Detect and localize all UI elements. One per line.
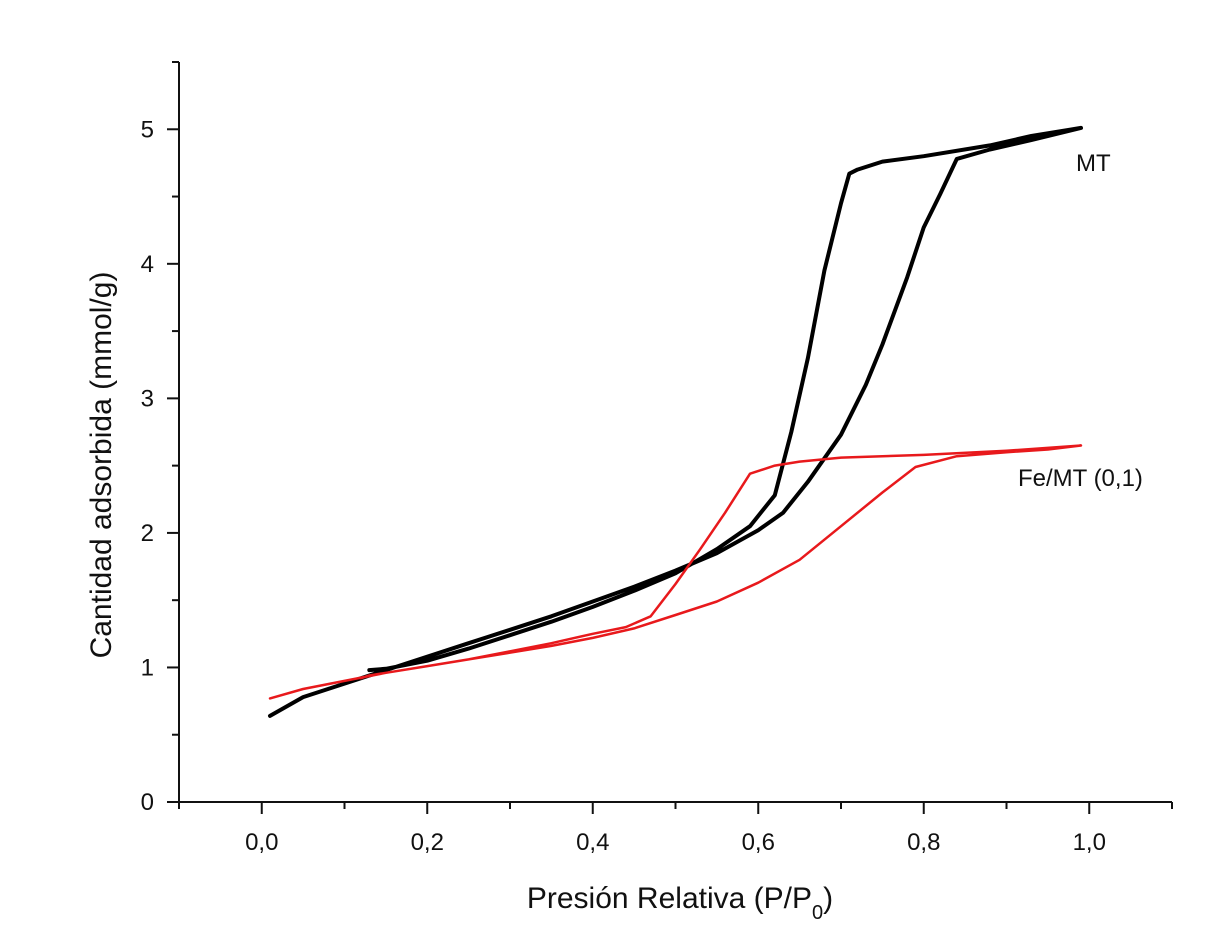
- series-label-mt: MT: [1076, 150, 1111, 177]
- series-line-fe-mt: [268, 444, 1083, 700]
- ticks-layer: 0,0 0,2 0,4 0,6 0,8 1,0 0 1 2 3 4 5: [141, 61, 1173, 856]
- x-tick-label: 0,2: [411, 829, 444, 856]
- x-tick-label: 0,6: [742, 829, 775, 856]
- series-label-fe-mt: Fe/MT (0,1): [1018, 465, 1143, 492]
- y-tick-label: 3: [141, 385, 154, 412]
- x-axis-title: Presión Relativa (P/P0): [527, 882, 833, 924]
- x-tick-label: 0,0: [245, 829, 278, 856]
- y-tick-label: 5: [141, 116, 154, 143]
- y-axis-title: Cantidad adsorbida (mmol/g): [85, 272, 118, 659]
- series-layer: [268, 125, 1083, 718]
- y-tick-label: 1: [141, 654, 154, 681]
- y-tick-label: 2: [141, 520, 154, 547]
- x-axis-title-main: Presión Relativa (P/P: [527, 882, 812, 915]
- x-tick-label: 0,8: [907, 829, 940, 856]
- x-tick-label: 1,0: [1073, 829, 1106, 856]
- y-tick-label: 4: [141, 251, 154, 278]
- x-axis-title-close: ): [823, 882, 833, 915]
- x-axis-title-subscript: 0: [812, 902, 823, 924]
- x-tick-label: 0,4: [576, 829, 609, 856]
- y-tick-label: 0: [141, 789, 154, 816]
- series-line-mt: [268, 125, 1083, 718]
- labels-layer: Cantidad adsorbida (mmol/g) Presión Rela…: [85, 150, 1143, 924]
